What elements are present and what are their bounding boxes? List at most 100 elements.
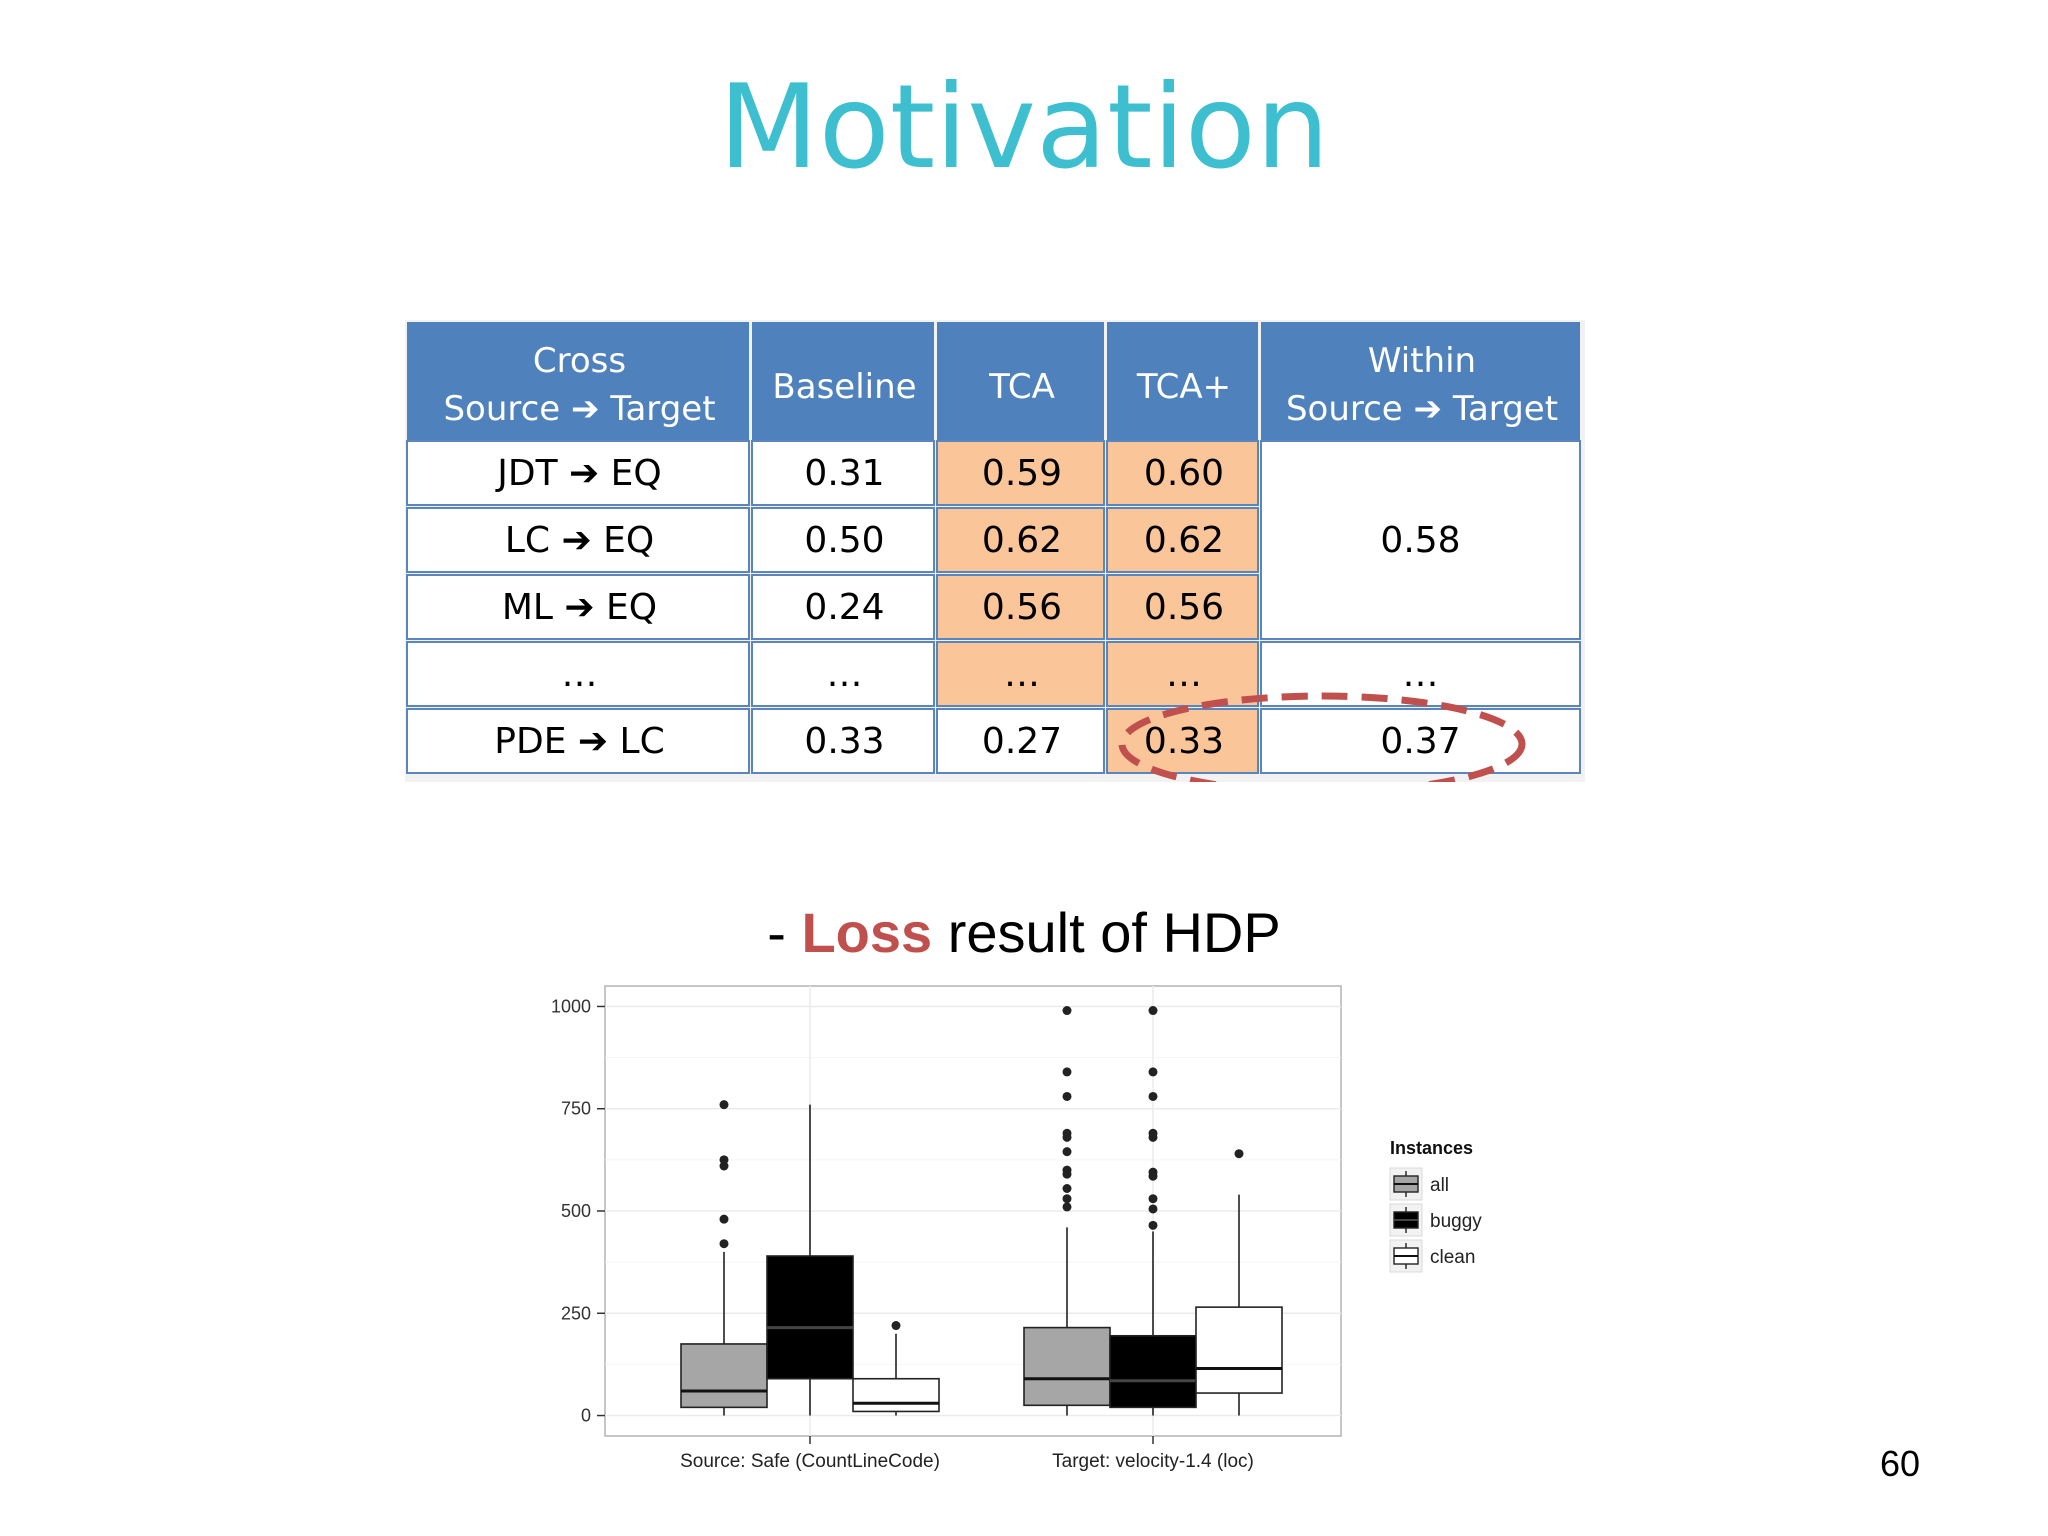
y-tick-label: 750: [561, 1099, 591, 1119]
within-value: 0.58: [1380, 520, 1460, 561]
outlier-point: [1062, 1067, 1072, 1077]
header-cell: [1107, 322, 1258, 440]
outlier-point: [719, 1155, 729, 1165]
table-cell: [1106, 641, 1259, 707]
cell-text: 0.60: [1144, 453, 1224, 494]
header-cell: [752, 322, 934, 440]
cell-text: 0.31: [804, 453, 884, 494]
table-cell: [751, 507, 935, 573]
within-cell: [1260, 641, 1581, 707]
table-cell: [936, 641, 1105, 707]
outlier-point: [1148, 1194, 1158, 1204]
caption-prefix: -: [767, 901, 802, 964]
outlier-point: [1062, 1147, 1072, 1157]
y-tick-label: 0: [581, 1406, 591, 1426]
caption-loss-word: Loss: [801, 901, 933, 964]
table-cell: [406, 440, 750, 506]
outlier-point: [719, 1239, 729, 1249]
results-table-graphic: Cross Source ➔ Target Baseline TCA TCA+ Withi…: [406, 322, 1581, 782]
cell-text: 0.56: [1144, 587, 1224, 628]
outlier-point: [1062, 1006, 1072, 1016]
chart-caption: - Loss result of HDP: [0, 900, 2048, 965]
table-cell: [936, 507, 1105, 573]
outlier-point: [1234, 1149, 1244, 1159]
header-text: Source ➔ Target: [443, 389, 715, 429]
outlier-point: [1148, 1167, 1158, 1177]
cell-text: …: [1166, 654, 1202, 695]
y-tick-label: 500: [561, 1201, 591, 1221]
cell-text: LC ➔ EQ: [505, 520, 654, 561]
table-cell: [751, 641, 935, 707]
cell-text: …: [827, 654, 863, 695]
outlier-point: [1062, 1202, 1072, 1212]
header-text: Baseline: [772, 367, 916, 407]
cell-text: ML ➔ EQ: [502, 587, 657, 628]
cell-text: 0.56: [982, 587, 1062, 628]
header-cell: [937, 322, 1104, 440]
cell-text: 0.33: [1144, 721, 1224, 762]
legend-title: Instances: [1390, 1138, 1473, 1158]
header-text: Within: [1368, 341, 1476, 381]
header-text: TCA: [988, 367, 1055, 407]
legend-label: clean: [1430, 1247, 1475, 1268]
outlier-point: [1062, 1165, 1072, 1175]
header-cell: [407, 322, 749, 440]
page-number: 60: [1880, 1443, 1921, 1484]
table-cell: [751, 440, 935, 506]
cell-text: 0.33: [804, 721, 884, 762]
cell-text: 0.50: [804, 520, 884, 561]
within-cell: [1260, 708, 1581, 774]
x-tick-label: Source: Safe (CountLineCode): [680, 1451, 940, 1472]
box-clean: [1195, 1306, 1283, 1394]
outlier-point: [719, 1100, 729, 1110]
y-tick-label: 250: [561, 1303, 591, 1323]
header-text: Source ➔ Target: [1286, 389, 1558, 429]
cell-text: …: [562, 654, 598, 695]
legend-label: buggy: [1430, 1211, 1482, 1232]
outlier-point: [1062, 1194, 1072, 1204]
table-cell: [1106, 440, 1259, 506]
outlier-point: [1148, 1006, 1158, 1016]
cell-text: PDE ➔ LC: [494, 721, 664, 762]
box-plot: 0 250 500 750 1000 Source: Safe (CountLineCod…: [551, 985, 1482, 1472]
box-clean: [852, 1377, 940, 1413]
outlier-point: [1148, 1128, 1158, 1138]
table-cell: [936, 574, 1105, 640]
cell-text: JDT ➔ EQ: [495, 453, 661, 494]
table-cell: [406, 574, 750, 640]
cell-text: 0.62: [1144, 520, 1224, 561]
table-cell: [406, 641, 750, 707]
cell-text: 0.27: [982, 721, 1062, 762]
box-buggy: [1109, 1334, 1197, 1409]
table-cell: [751, 574, 935, 640]
outlier-point: [1148, 1091, 1158, 1101]
header-text: TCA+: [1136, 367, 1231, 407]
slide-title: Motivation: [718, 60, 1330, 195]
within-merged-cell: [1260, 440, 1581, 640]
within-value: …: [1403, 654, 1439, 695]
table-cell: [1106, 507, 1259, 573]
header-text: Cross: [533, 341, 626, 381]
outlier-point: [1148, 1067, 1158, 1077]
table-cell: [936, 708, 1105, 774]
results-table: Cross Source ➔ Target Baseline TCA TCA+ Withi…: [405, 320, 1585, 782]
table-cell: [406, 708, 750, 774]
outlier-point: [1148, 1204, 1158, 1214]
highlight-ellipse: [1118, 692, 1526, 782]
caption-suffix: result of HDP: [932, 901, 1281, 964]
y-tick-label: 1000: [551, 996, 591, 1016]
outlier-point: [719, 1214, 729, 1224]
outlier-point: [891, 1321, 901, 1331]
outlier-point: [1062, 1184, 1072, 1193]
table-cell: [751, 708, 935, 774]
within-value: 0.37: [1380, 721, 1460, 762]
table-cell: [1106, 574, 1259, 640]
outlier-point: [1062, 1091, 1072, 1101]
outlier-point: [1148, 1220, 1158, 1230]
legend-label: all: [1430, 1175, 1449, 1196]
table-cell: [936, 440, 1105, 506]
cell-text: …: [1004, 654, 1040, 695]
cell-text: 0.24: [804, 587, 884, 628]
box-all: [1023, 1326, 1111, 1407]
outlier-point: [1062, 1128, 1072, 1138]
